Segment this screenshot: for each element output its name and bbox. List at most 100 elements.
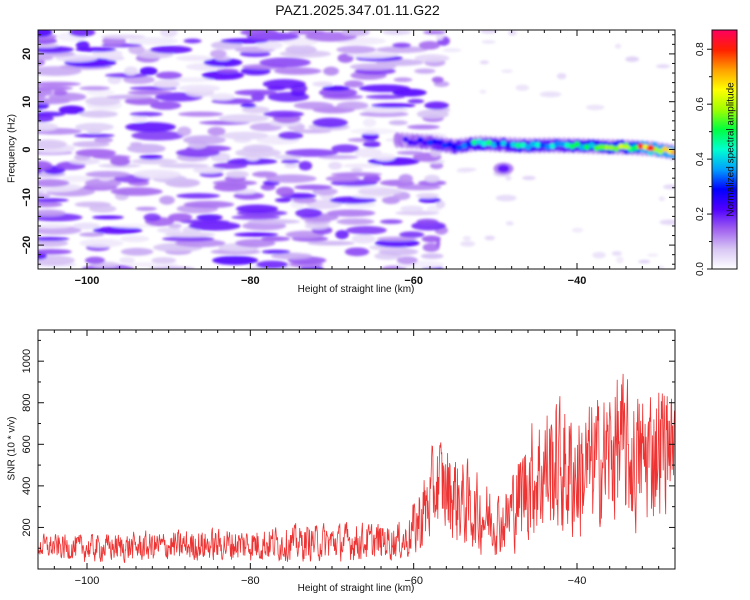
noise-cell	[350, 168, 363, 173]
noise-cell	[75, 40, 90, 50]
snr-line	[38, 373, 675, 563]
noise-cell	[212, 180, 258, 186]
x-tick-label: −100	[75, 275, 100, 287]
noise-cell	[392, 42, 411, 48]
noise-cell	[182, 135, 226, 145]
faint-speck	[625, 56, 640, 62]
noise-cell	[435, 200, 446, 209]
bottom-y-axis-label: SNR (10 * v/v)	[6, 416, 18, 481]
noise-cell	[53, 89, 68, 96]
noise-cell	[62, 175, 91, 182]
noise-cell	[263, 110, 305, 118]
noise-cell	[379, 219, 403, 225]
noise-cell	[362, 118, 377, 127]
noise-cell	[128, 37, 178, 45]
band-core	[456, 144, 463, 151]
band-core	[613, 145, 620, 152]
snr-panel: −100 −80 −60 −40 200 400 600 800 1000	[21, 329, 676, 587]
snr-y-tick-label: 200	[21, 518, 33, 536]
noise-cell	[260, 236, 291, 242]
noise-cell	[176, 193, 221, 199]
band-core	[480, 140, 487, 147]
colorbar: 0.0 0.2 0.4 0.6 0.8	[695, 29, 738, 276]
noise-cell	[256, 260, 289, 269]
noise-cell	[259, 57, 311, 68]
noise-cell	[429, 162, 444, 170]
band-core	[578, 144, 585, 151]
noise-cell	[72, 222, 101, 230]
noise-cell	[374, 239, 420, 248]
faint-speck	[657, 265, 665, 269]
noise-cell	[120, 247, 154, 256]
noise-cell	[396, 150, 424, 155]
noise-cell	[349, 128, 397, 135]
noise-cell	[260, 184, 276, 191]
faint-speck	[659, 219, 675, 225]
noise-cell	[325, 175, 360, 182]
noise-cell	[150, 101, 182, 110]
noise-cell	[38, 81, 81, 87]
noise-cell	[231, 214, 281, 220]
noise-cell	[281, 159, 300, 164]
band-core	[569, 143, 576, 150]
noise-cell	[293, 101, 334, 110]
colorbar-label: Normalized spectral amplitude	[725, 82, 737, 217]
noise-cell	[38, 236, 70, 241]
band-core	[466, 141, 473, 148]
noise-cell	[79, 232, 105, 237]
x-tick-label: −80	[241, 275, 260, 287]
band-core	[588, 142, 595, 149]
noise-cell	[159, 30, 178, 38]
noise-cell	[84, 178, 122, 188]
faint-speck	[479, 89, 487, 94]
y-tick-label: −10	[21, 188, 33, 207]
faint-speck	[556, 72, 567, 80]
band-peak	[646, 146, 655, 152]
noise-cell	[362, 140, 381, 148]
y-tick-label: 0	[21, 146, 33, 152]
band-peak	[671, 149, 675, 155]
band-core	[637, 143, 644, 150]
faint-speck	[460, 240, 476, 247]
noise-cell	[422, 243, 440, 252]
colorbar-tick-label: 0.8	[695, 42, 706, 56]
faint-speck	[638, 259, 651, 264]
noise-cell	[38, 55, 54, 61]
faint-speck	[522, 175, 536, 181]
band-core	[574, 141, 580, 148]
x-tick-label: −60	[404, 275, 423, 287]
snr-x-tick-label: −100	[75, 575, 100, 587]
band-core	[461, 142, 468, 149]
noise-cell	[143, 213, 161, 222]
noise-cell	[86, 89, 115, 96]
y-tick-label: 20	[21, 48, 33, 60]
noise-cell	[399, 231, 425, 238]
noise-cell	[151, 257, 177, 264]
noise-cell	[382, 30, 412, 35]
noise-cell	[430, 148, 442, 158]
band-core	[657, 148, 664, 155]
noise-cell	[351, 234, 376, 244]
noise-cell	[129, 111, 163, 117]
noise-cell	[331, 172, 383, 177]
noise-cell	[361, 106, 409, 114]
noise-cell	[177, 126, 192, 137]
band-core	[529, 140, 536, 147]
noise-cell	[216, 68, 239, 74]
noise-cell	[396, 256, 418, 265]
noise-cell	[273, 67, 322, 75]
snr-x-tick-label: −60	[404, 575, 423, 587]
band-core	[554, 140, 561, 147]
band-core	[495, 140, 502, 147]
band-core	[471, 139, 478, 146]
band-core	[490, 141, 497, 148]
secondary-blob	[497, 164, 510, 173]
faint-speck	[462, 236, 471, 241]
noise-cell	[170, 77, 214, 83]
faint-speck	[539, 91, 562, 98]
colorbar-gradient	[712, 30, 737, 269]
noise-cell	[424, 101, 450, 110]
noise-cell	[431, 76, 444, 83]
noise-cell	[92, 215, 124, 220]
noise-cell	[75, 122, 114, 132]
